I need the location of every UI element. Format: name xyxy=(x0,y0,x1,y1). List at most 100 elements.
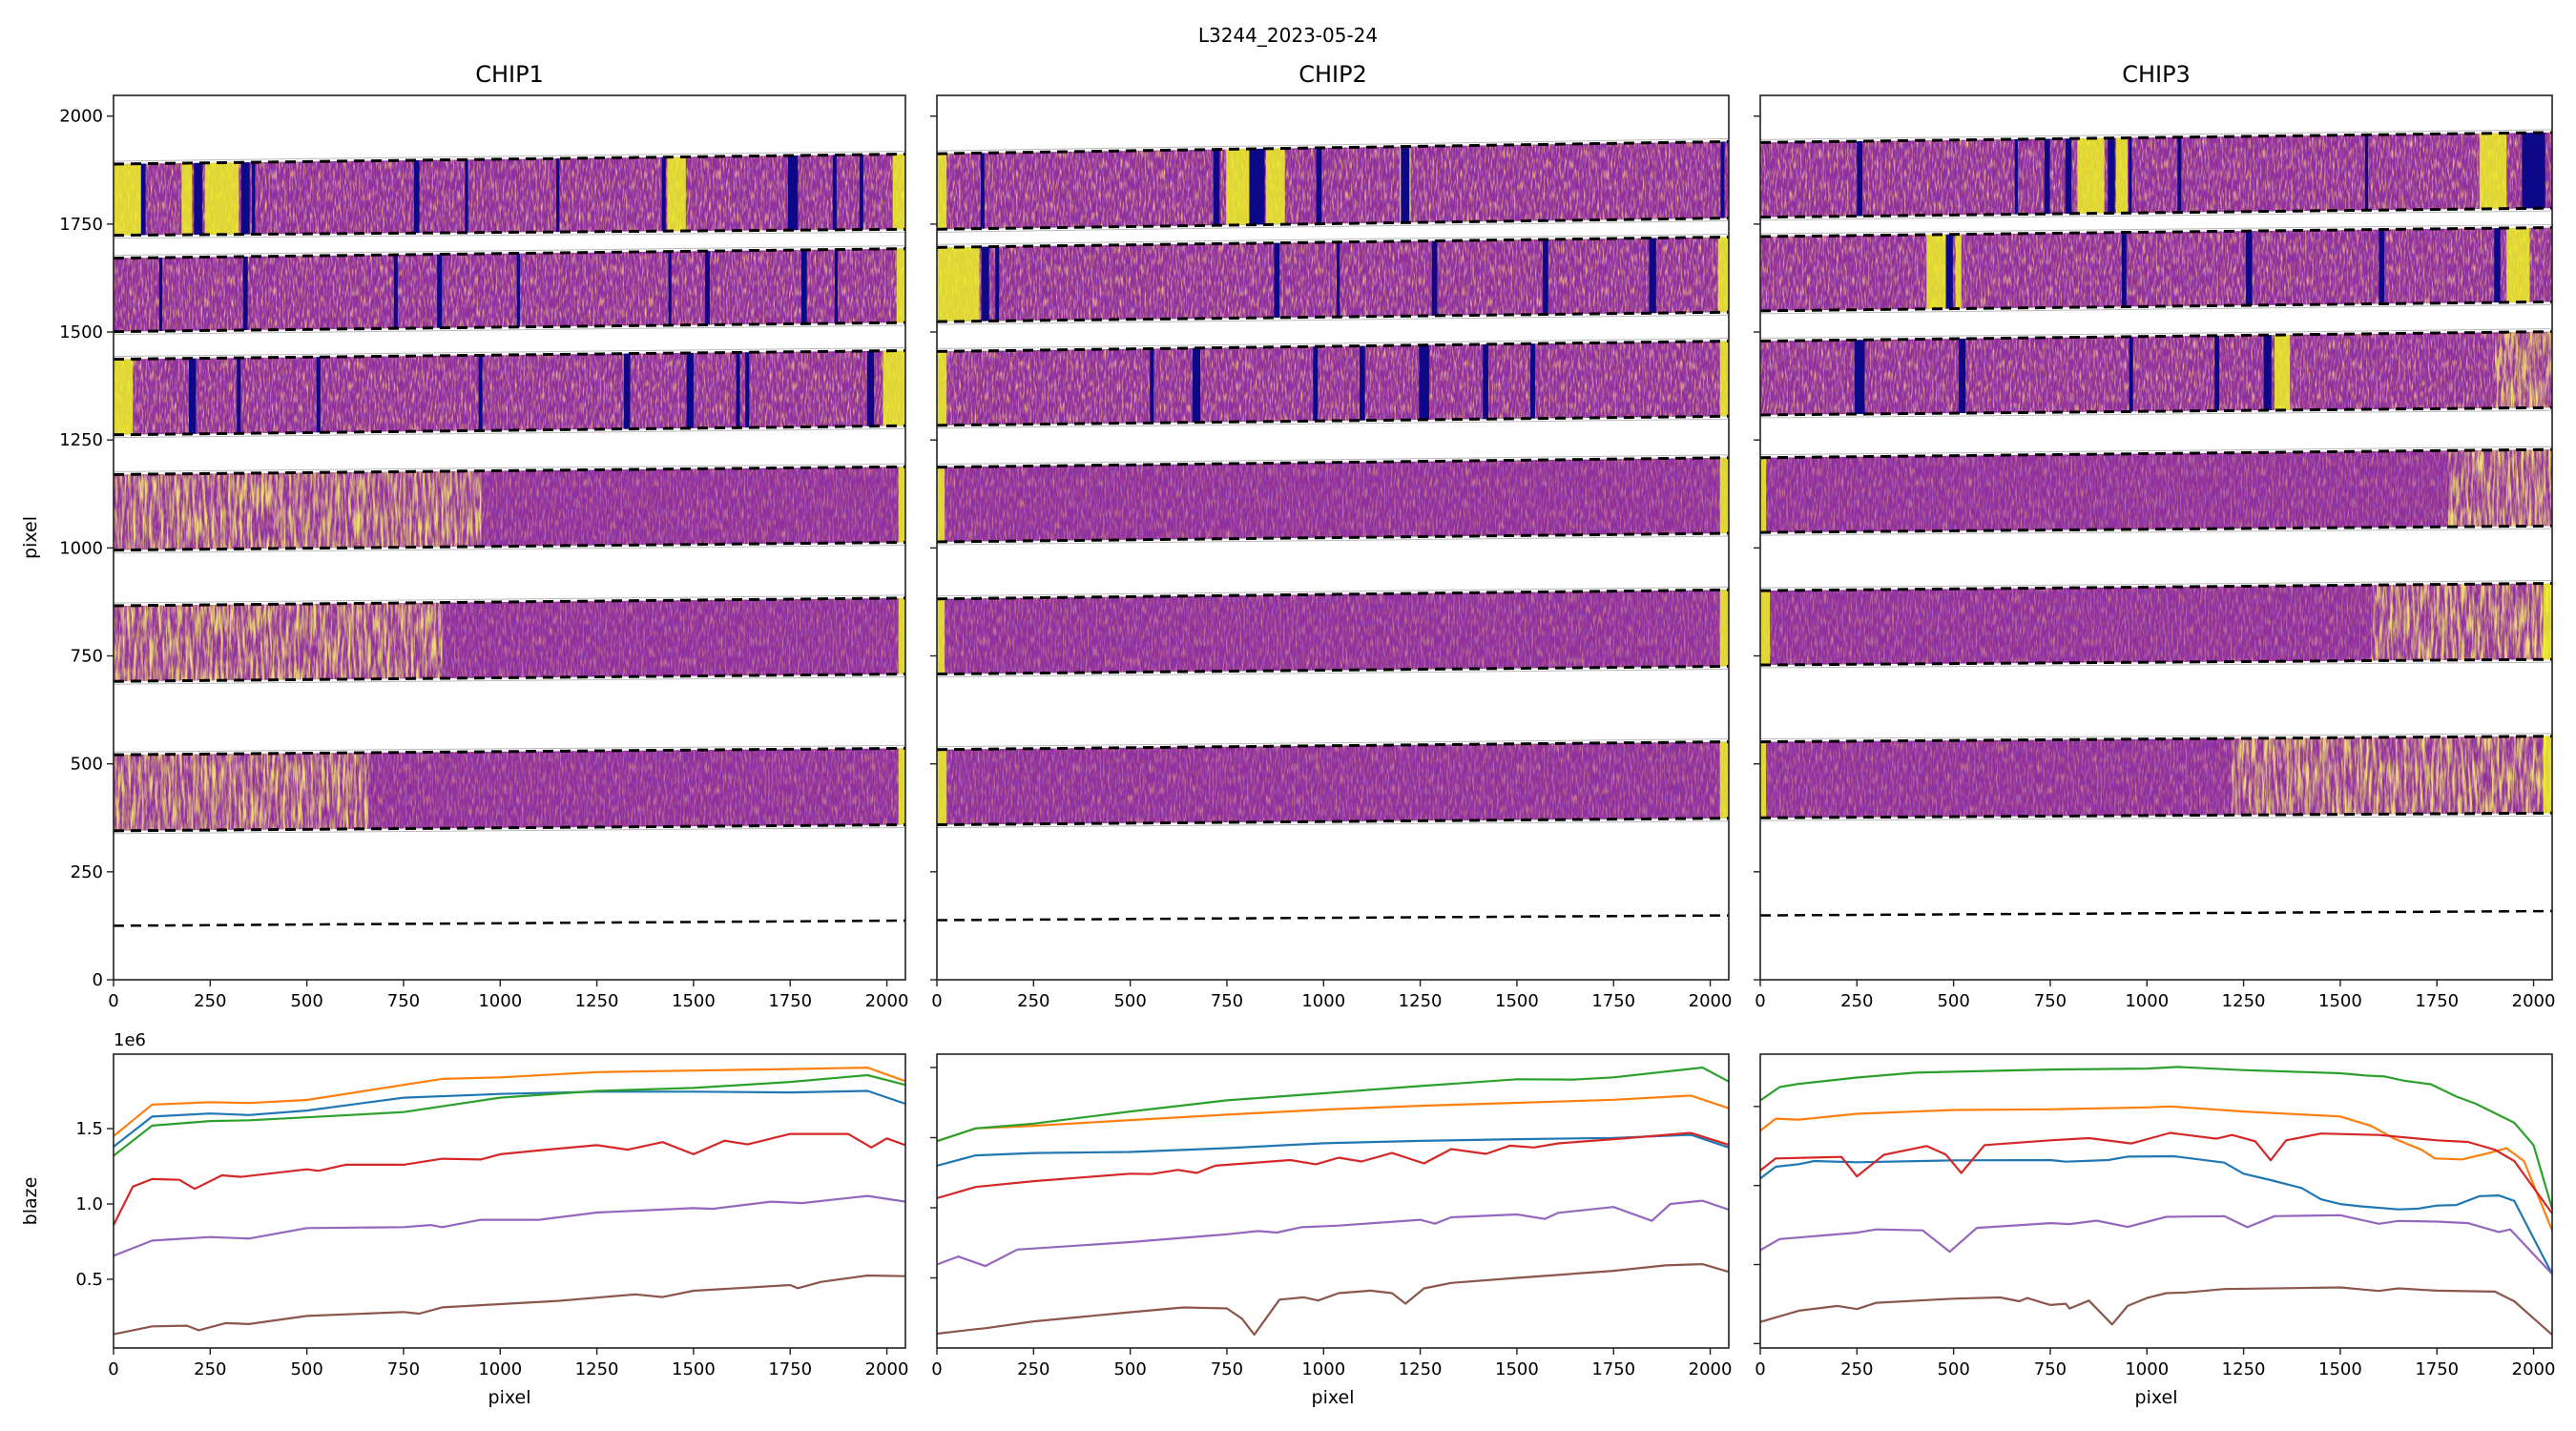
order-image xyxy=(1760,331,2552,415)
x-tick-label: 250 xyxy=(1840,991,1873,1011)
trace-edge-lower xyxy=(936,817,1730,827)
absorption-line xyxy=(1401,141,1410,230)
absorption-line xyxy=(981,237,989,322)
absorption-line xyxy=(2379,227,2385,311)
absorption-line xyxy=(437,248,443,332)
absorption-line xyxy=(1249,141,1265,230)
spectral-order-2 xyxy=(1759,224,2553,315)
trace-edge-upper xyxy=(936,740,1730,752)
order-image xyxy=(114,597,905,682)
blaze-series-5 xyxy=(113,1194,906,1257)
noisy-region xyxy=(114,748,369,831)
trace-edge-shadow xyxy=(113,245,906,257)
order-texture-dark xyxy=(1760,449,2552,533)
x-tick-label: 1250 xyxy=(575,1359,619,1379)
absorption-line xyxy=(2129,331,2133,415)
blaze-series-1 xyxy=(113,1089,906,1148)
trace-edge-upper xyxy=(113,153,906,166)
spectral-order-2 xyxy=(936,233,1730,325)
absorption-line xyxy=(745,350,750,435)
x-tick-label: 250 xyxy=(194,991,226,1011)
x-tick-label: 1750 xyxy=(2415,991,2459,1011)
absorption-line xyxy=(705,248,710,332)
absorption-line xyxy=(1530,341,1535,425)
x-tick-label: 0 xyxy=(1755,1359,1765,1379)
y-tick-label: 0.5 xyxy=(75,1270,103,1290)
trace-edge-shadow xyxy=(1759,661,2553,669)
trace-edge-upper xyxy=(936,139,1730,156)
trace-edge-upper xyxy=(113,247,906,260)
order-image xyxy=(937,590,1729,674)
x-tick-label: 1000 xyxy=(2125,1359,2169,1379)
y-tick-label: 1750 xyxy=(59,215,103,235)
trace-edge-bottom xyxy=(936,914,1730,922)
trace-edge-upper xyxy=(1759,330,2553,343)
trace-edge-upper xyxy=(936,340,1730,353)
x-tick-label: 2000 xyxy=(865,991,909,1011)
order-texture-dark xyxy=(937,141,1729,230)
trace-edge-lower xyxy=(113,227,906,238)
trace-edge-lower xyxy=(936,310,1730,323)
absorption-line xyxy=(316,350,321,435)
trace-edge-shadow xyxy=(1759,579,2553,589)
trace-edge-lower xyxy=(936,531,1730,544)
absorption-line xyxy=(859,154,863,236)
trace-edge-shadow xyxy=(1759,528,2553,536)
trace-edge-shadow xyxy=(936,454,1730,466)
bright-region xyxy=(114,154,142,236)
order-image xyxy=(937,341,1729,425)
absorption-line xyxy=(242,248,248,332)
figure-suptitle: L3244_2023-05-24 xyxy=(1198,24,1378,47)
order-texture-dark xyxy=(1760,331,2552,415)
absorption-line xyxy=(832,154,837,236)
y-tick-label: 1250 xyxy=(59,430,103,450)
absorption-line xyxy=(158,248,163,332)
order-image xyxy=(114,748,905,831)
x-tick-label: 2000 xyxy=(2512,991,2556,1011)
x-tick-label: 750 xyxy=(387,991,420,1011)
absorption-line xyxy=(1857,132,1862,218)
trace-edge-lower xyxy=(113,823,906,833)
absorption-line xyxy=(1313,341,1319,425)
y-tick-label: 1500 xyxy=(59,322,103,342)
absorption-line xyxy=(2246,227,2253,311)
x-axis-label: pixel xyxy=(488,1387,531,1408)
trace-edge-shadow xyxy=(936,820,1730,829)
trace-edge-shadow xyxy=(1759,815,2553,821)
noisy-region xyxy=(2495,331,2552,415)
trace-edge-shadow xyxy=(1759,303,2553,315)
trace-edge-shadow xyxy=(936,586,1730,597)
bright-region xyxy=(1719,341,1729,425)
absorption-line xyxy=(2014,132,2018,218)
y-tick-label: 250 xyxy=(71,862,103,882)
y-tick-label: 1.0 xyxy=(75,1194,103,1214)
trace-edge-upper xyxy=(936,456,1730,469)
order-texture-dark xyxy=(937,741,1729,825)
blaze-series-3 xyxy=(113,1073,906,1157)
absorption-line xyxy=(2364,132,2369,218)
absorption-line xyxy=(393,248,398,332)
x-tick-label: 1500 xyxy=(1495,991,1539,1011)
absorption-line xyxy=(834,248,839,332)
x-tick-label: 2000 xyxy=(1689,991,1733,1011)
order-image xyxy=(1760,736,2552,819)
order-image xyxy=(1760,132,2552,218)
x-tick-label: 1250 xyxy=(575,991,619,1011)
bright-region xyxy=(896,248,905,332)
absorption-line xyxy=(2108,132,2115,218)
trace-edge-shadow xyxy=(113,231,906,239)
x-tick-label: 1250 xyxy=(1399,991,1443,1011)
noisy-region xyxy=(114,467,482,550)
trace-edge-upper xyxy=(1759,131,2553,144)
order-texture-dark xyxy=(937,457,1729,543)
x-tick-label: 1500 xyxy=(672,991,716,1011)
bright-region xyxy=(892,154,905,236)
y-offset-text: 1e6 xyxy=(114,1030,146,1050)
blaze-series-6 xyxy=(936,1262,1730,1337)
trace-edge-shadow xyxy=(1759,328,2553,340)
absorption-line xyxy=(2522,132,2545,218)
x-tick-label: 500 xyxy=(1113,991,1146,1011)
x-tick-label: 500 xyxy=(290,1359,322,1379)
y-axis-label: blaze xyxy=(20,1177,41,1226)
x-axis-label: pixel xyxy=(1312,1387,1355,1408)
